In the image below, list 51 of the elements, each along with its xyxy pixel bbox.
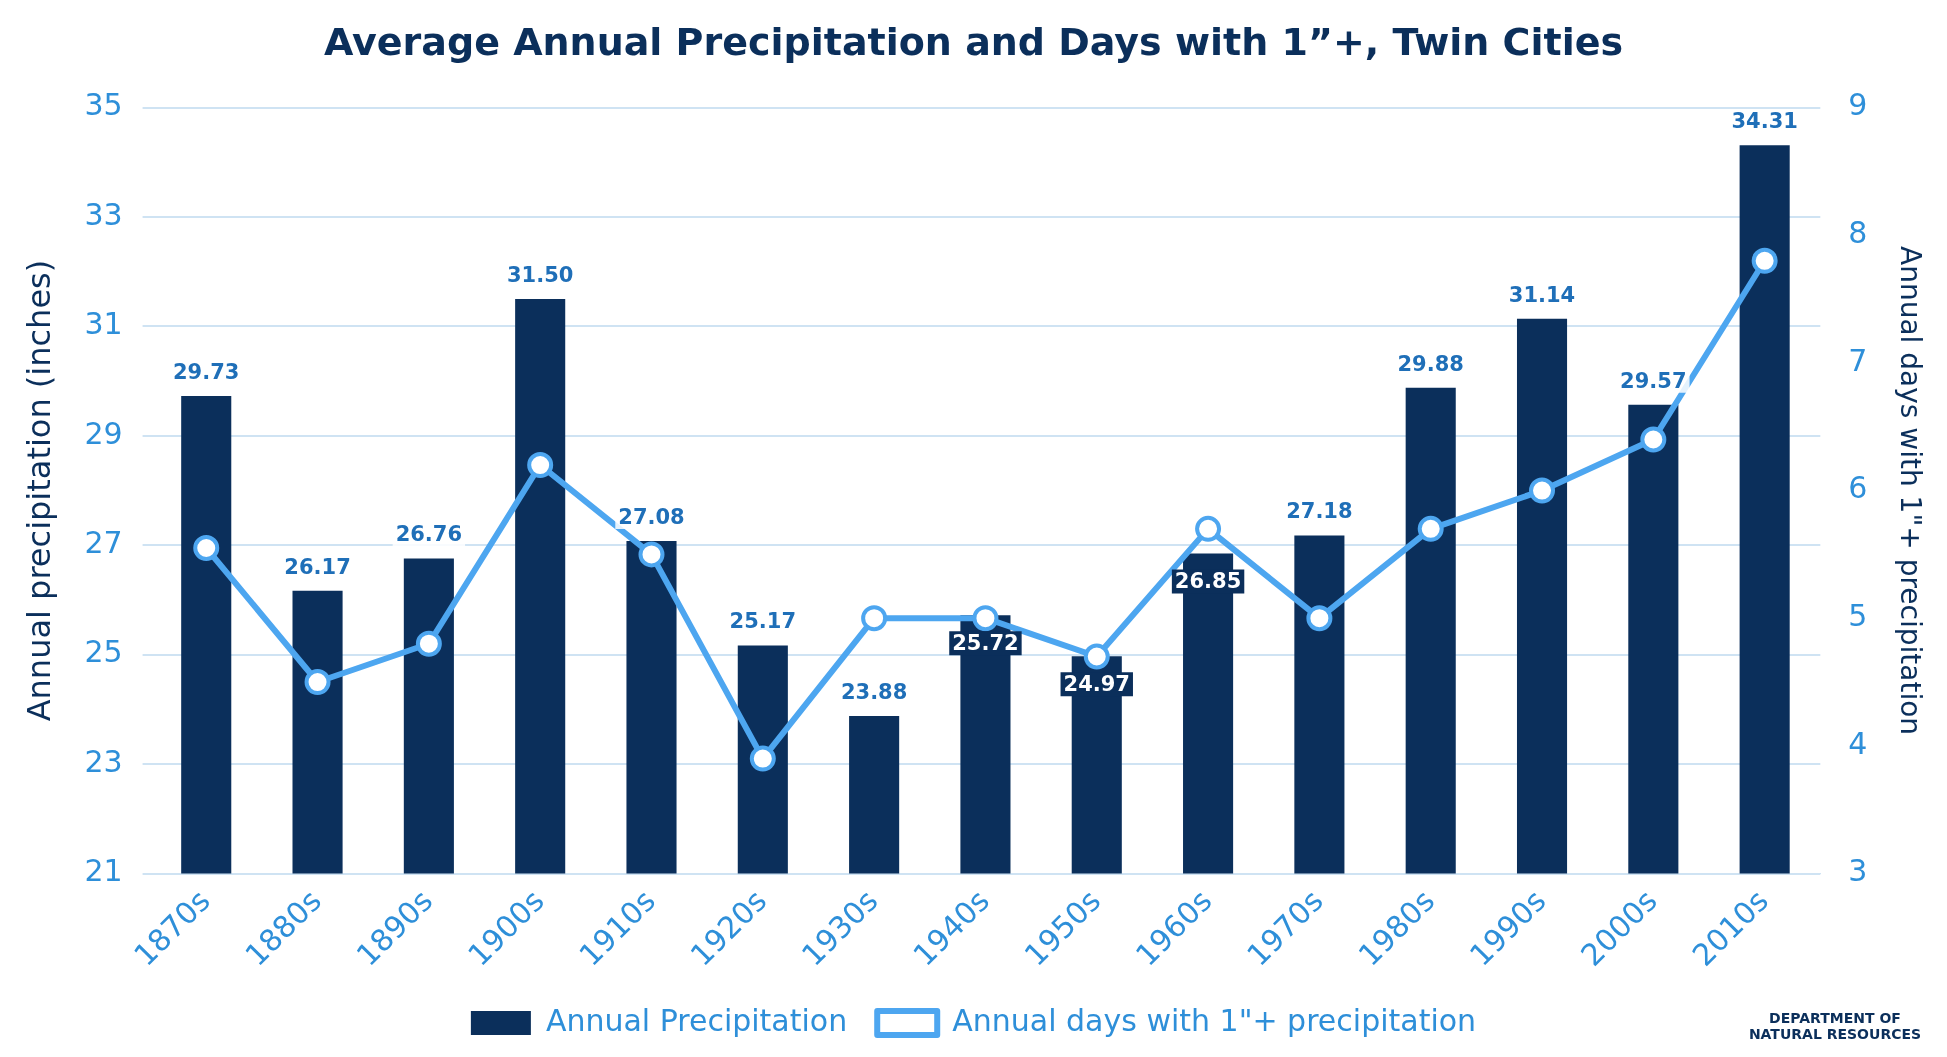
y-tick-label: 35 xyxy=(84,87,123,123)
legend-label: Annual days with 1"+ precipitation xyxy=(952,1002,1477,1038)
data-label: 24.97 xyxy=(1063,672,1130,697)
point xyxy=(1195,515,1222,542)
y2-tick-label: 5 xyxy=(1848,598,1868,633)
point xyxy=(193,535,220,561)
data-label: 29.73 xyxy=(173,359,240,384)
point xyxy=(1417,515,1444,542)
y-tick-label: 29 xyxy=(84,415,123,451)
y2-tick-label: 4 xyxy=(1848,725,1868,761)
chart-title: Average Annual Precipitation and Days with 1”+, Twin Cities xyxy=(323,19,1624,64)
data-label: 34.31 xyxy=(1731,109,1798,134)
text: DEPARTMENT OF NATURAL RESOURCES xyxy=(1747,1010,1923,1042)
data-label: 31.50 xyxy=(506,263,574,288)
point xyxy=(527,452,554,479)
y-tick-label: 27 xyxy=(84,525,123,561)
y2-tick-label: 7 xyxy=(1848,342,1868,378)
point xyxy=(1083,643,1110,670)
point xyxy=(1306,605,1333,632)
point xyxy=(638,541,665,568)
data-label: 26.17 xyxy=(284,554,351,579)
data-label: 25.17 xyxy=(729,609,797,634)
point xyxy=(972,605,999,632)
point xyxy=(1751,247,1778,274)
data-label: 31.14 xyxy=(1508,282,1576,307)
y2-axis-title: Annual days with 1"+ precipitation xyxy=(1893,246,1927,736)
point xyxy=(1529,477,1556,504)
data-label: 29.88 xyxy=(1397,351,1464,376)
y2-tick-label: 8 xyxy=(1848,215,1868,251)
data-label: 25.72 xyxy=(952,631,1019,656)
point xyxy=(304,669,331,696)
y-tick-label: 31 xyxy=(84,306,123,342)
data-label: 26.76 xyxy=(395,522,463,547)
y-tick-label: 25 xyxy=(84,634,123,670)
point xyxy=(1640,426,1667,453)
y2-tick-label: 6 xyxy=(1848,470,1868,506)
y-tick-label: 23 xyxy=(84,743,123,779)
y2-tick-label: 3 xyxy=(1848,853,1868,889)
point xyxy=(861,605,888,632)
y2-tick-label: 9 xyxy=(1848,87,1868,123)
data-label: 26.85 xyxy=(1174,569,1242,594)
point xyxy=(415,630,442,657)
data-label: 29.57 xyxy=(1620,368,1687,393)
y-tick-label: 33 xyxy=(84,196,123,232)
data-label: 23.88 xyxy=(840,679,908,704)
point xyxy=(749,745,776,772)
y-axis-title: Annual precipitation (inches) xyxy=(19,259,58,722)
y-tick-label: 21 xyxy=(84,853,123,889)
data-label: 27.08 xyxy=(618,504,685,529)
legend-label: Annual Precipitation xyxy=(545,1002,848,1038)
data-label: 27.18 xyxy=(1286,499,1353,524)
